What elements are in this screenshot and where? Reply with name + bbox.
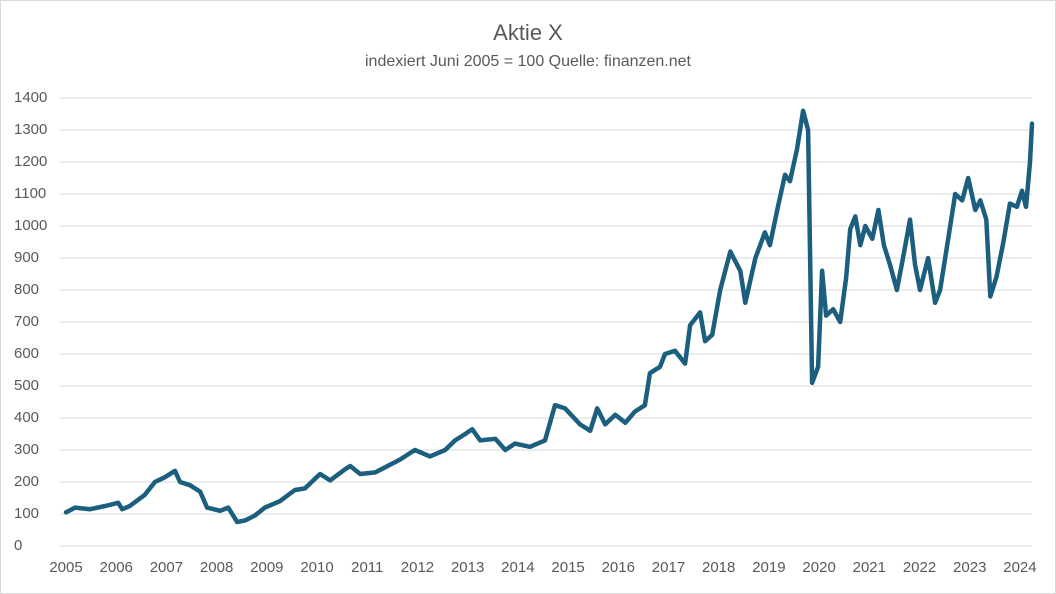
x-tick-label: 2019	[752, 559, 785, 576]
chart-title: Aktie X	[493, 20, 563, 45]
y-tick-label: 0	[14, 537, 22, 554]
x-tick-label: 2011	[351, 559, 383, 576]
y-tick-label: 900	[14, 249, 39, 266]
x-tick-label: 2009	[250, 559, 283, 576]
x-tick-label: 2005	[49, 559, 82, 576]
x-tick-label: 2006	[100, 559, 133, 576]
data-line	[63, 108, 1035, 525]
x-tick-label: 2023	[953, 559, 986, 576]
y-tick-label: 1400	[14, 89, 47, 106]
x-tick-label: 2021	[853, 559, 886, 576]
y-tick-label: 1300	[14, 121, 47, 138]
y-tick-label: 500	[14, 377, 39, 394]
y-tick-label: 800	[14, 281, 39, 298]
x-tick-label: 2018	[702, 559, 735, 576]
y-tick-label: 200	[14, 473, 39, 490]
y-tick-label: 700	[14, 313, 39, 330]
x-tick-label: 2016	[602, 559, 635, 576]
chart-subtitle: indexiert Juni 2005 = 100 Quelle: finanz…	[365, 53, 692, 70]
y-tick-label: 1000	[14, 217, 47, 234]
x-tick-label: 2020	[802, 559, 835, 576]
x-tick-label: 2017	[652, 559, 685, 576]
x-tick-label: 2024	[1003, 559, 1036, 576]
x-tick-label: 2010	[300, 559, 333, 576]
y-tick-label: 600	[14, 345, 39, 362]
y-tick-label: 100	[14, 505, 39, 522]
x-tick-label: 2014	[501, 559, 534, 576]
x-tick-label: 2012	[401, 559, 434, 576]
x-tick-label: 2007	[150, 559, 183, 576]
y-tick-label: 400	[14, 409, 39, 426]
x-tick-label: 2022	[903, 559, 936, 576]
y-tick-label: 1200	[14, 153, 47, 170]
y-tick-label: 1100	[14, 185, 46, 202]
y-tick-label: 300	[14, 441, 39, 458]
x-tick-label: 2008	[200, 559, 233, 576]
x-tick-label: 2013	[451, 559, 484, 576]
x-tick-label: 2015	[551, 559, 584, 576]
